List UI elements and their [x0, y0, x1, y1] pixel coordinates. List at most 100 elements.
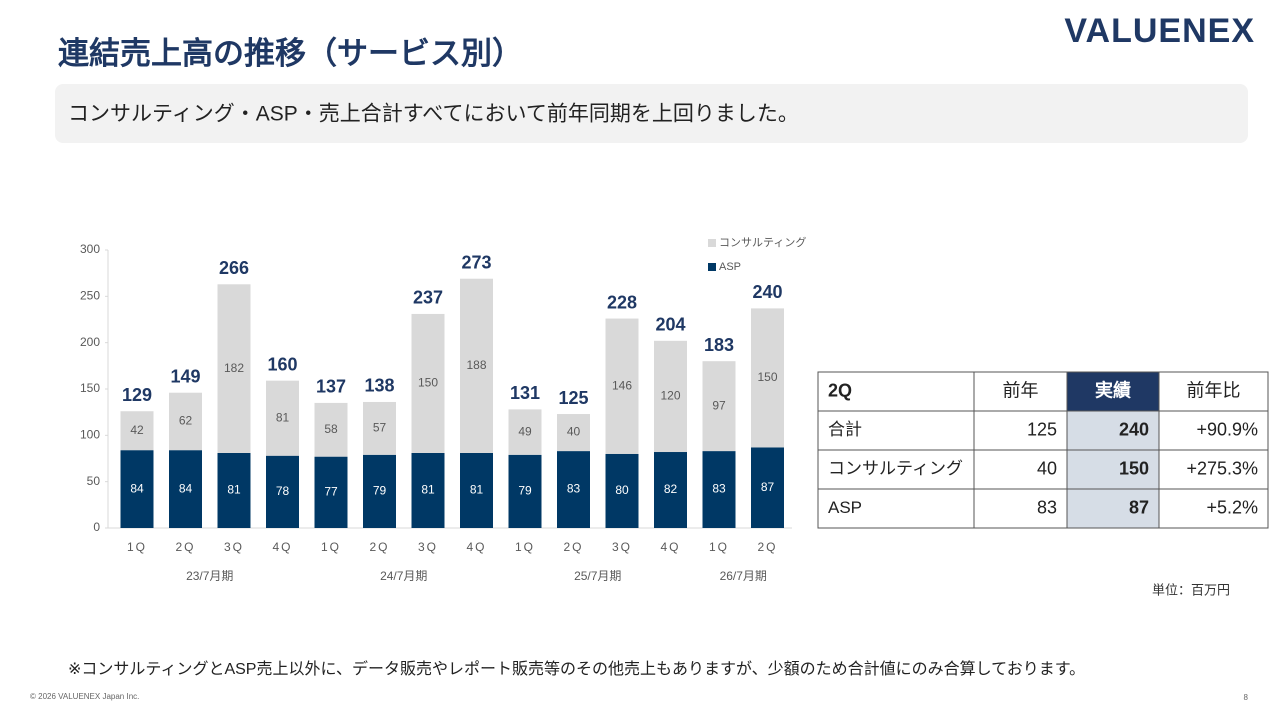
bar-segment — [557, 414, 590, 452]
bar-segment — [654, 452, 687, 528]
total-label: 137 — [316, 377, 346, 397]
value-label: 146 — [612, 378, 632, 392]
x-tick-label: 3Q — [418, 540, 438, 554]
table-cell — [973, 410, 1068, 451]
bar-segment — [266, 380, 299, 456]
bar-segment — [605, 453, 639, 528]
value-label: 84 — [130, 481, 144, 495]
value-label: 83 — [567, 482, 581, 496]
total-label: 204 — [655, 315, 685, 335]
y-tick-label: 150 — [80, 381, 100, 395]
table-value: +90.9% — [1196, 419, 1258, 439]
table-value: コンサルティング — [828, 459, 963, 478]
value-label: 62 — [179, 414, 193, 428]
bar-segment — [751, 308, 784, 448]
footnote: ※コンサルティングとASP売上以外に、データ販売やレポート販売等のその他売上もあ… — [68, 659, 1085, 678]
total-label: 129 — [122, 385, 152, 405]
table-cell — [817, 371, 975, 412]
title: 連結売上高の推移（サービス別） — [58, 36, 523, 71]
table-cell — [817, 410, 975, 451]
y-tick-label: 250 — [80, 289, 100, 303]
x-tick-label: 3Q — [612, 540, 632, 554]
bar-segment — [508, 454, 542, 528]
total-label: 228 — [607, 292, 637, 312]
y-tick-label: 50 — [87, 474, 101, 488]
value-label: 49 — [518, 424, 532, 438]
table-cell — [1066, 410, 1160, 451]
value-label: 57 — [373, 421, 387, 435]
table-value: +5.2% — [1206, 497, 1258, 517]
subtitle-box — [55, 84, 1248, 143]
table-value: +275.3% — [1186, 458, 1258, 478]
x-tick-label: 2Q — [175, 540, 195, 554]
x-tick-label: 1Q — [321, 540, 341, 554]
x-tick-label: 2Q — [369, 540, 389, 554]
total-label: 138 — [364, 376, 394, 396]
table-value: 合計 — [828, 420, 862, 439]
x-tick-label: 2Q — [757, 540, 777, 554]
bar-segment — [169, 392, 202, 451]
table-value: 87 — [1129, 497, 1149, 517]
table-value: 83 — [1037, 497, 1057, 517]
table-cell — [1066, 488, 1160, 529]
bar-segment — [266, 455, 299, 528]
y-tick-label: 0 — [93, 520, 100, 534]
value-label: 150 — [418, 376, 438, 390]
value-label: 97 — [712, 398, 726, 412]
subtitle: コンサルティング・ASP・売上合計すべてにおいて前年同期を上回りました。 — [68, 103, 799, 126]
legend-swatch — [708, 263, 716, 271]
value-label: 58 — [324, 422, 338, 436]
table-cell — [973, 488, 1068, 529]
bar-segment — [217, 284, 251, 453]
value-label: 42 — [130, 423, 144, 437]
value-label: 79 — [373, 484, 387, 498]
total-label: 266 — [219, 258, 249, 278]
copyright: © 2026 VALUENEX Japan Inc. — [30, 692, 139, 701]
total-label: 125 — [558, 388, 588, 408]
x-tick-label: 1Q — [127, 540, 147, 554]
table-value: 150 — [1119, 458, 1149, 478]
table-header: 前年比 — [1187, 380, 1241, 400]
value-label: 84 — [179, 481, 193, 495]
total-label: 240 — [752, 282, 782, 302]
bar-segment — [120, 450, 154, 528]
bar-segment — [557, 451, 590, 528]
page-number: 8 — [1244, 693, 1249, 702]
value-label: 182 — [224, 361, 244, 375]
bar-segment — [314, 456, 348, 528]
x-tick-label: 4Q — [272, 540, 292, 554]
table-value: ASP — [828, 498, 862, 517]
bar-segment — [460, 278, 493, 453]
total-label: 149 — [170, 366, 200, 386]
table-cell — [1158, 449, 1269, 490]
value-label: 87 — [761, 480, 775, 494]
x-group-label: 23/7月期 — [186, 569, 233, 583]
legend-swatch — [708, 239, 716, 247]
value-label: 81 — [227, 483, 241, 497]
bar-segment — [363, 454, 396, 528]
table-cell — [817, 488, 975, 529]
bar-segment — [217, 452, 251, 528]
bar-segment — [411, 313, 445, 453]
value-label: 150 — [757, 370, 777, 384]
x-tick-label: 4Q — [466, 540, 486, 554]
x-tick-label: 2Q — [563, 540, 583, 554]
value-label: 78 — [276, 484, 290, 498]
x-tick-label: 3Q — [224, 540, 244, 554]
x-group-label: 24/7月期 — [380, 569, 427, 583]
table-header: 実績 — [1095, 379, 1131, 400]
bar-segment — [654, 340, 687, 453]
bar-segment — [508, 409, 542, 455]
value-label: 83 — [712, 482, 726, 496]
table-value: 240 — [1119, 419, 1149, 439]
x-tick-label: 1Q — [709, 540, 729, 554]
bar-segment — [169, 450, 202, 528]
y-tick-label: 300 — [80, 242, 100, 256]
x-group-label: 26/7月期 — [720, 569, 767, 583]
bar-segment — [702, 451, 736, 528]
value-label: 81 — [276, 410, 290, 424]
value-label: 79 — [518, 484, 532, 498]
value-label: 40 — [567, 425, 581, 439]
x-tick-label: 1Q — [515, 540, 535, 554]
